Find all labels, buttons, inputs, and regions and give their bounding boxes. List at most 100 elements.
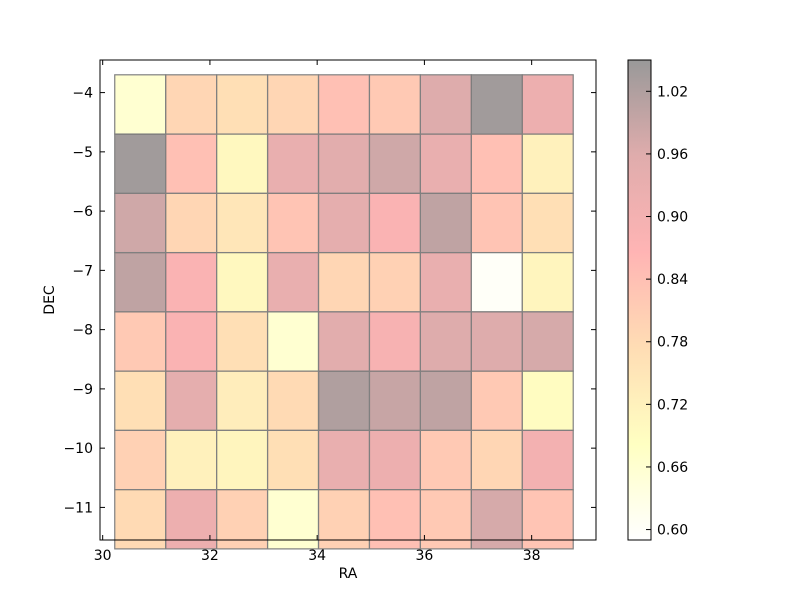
heatmap-cell bbox=[216, 251, 269, 313]
heatmap-cell bbox=[114, 311, 167, 372]
colorbar-frame bbox=[627, 59, 652, 541]
y-axis-ticks: −4 −5 −6 −7 −8 −9 −10 −11 bbox=[63, 86, 596, 516]
plot-background bbox=[100, 60, 596, 540]
heatmap-cell bbox=[266, 311, 320, 372]
x-tick-label: 30 bbox=[94, 548, 112, 564]
heatmap-cell bbox=[216, 133, 269, 194]
colorbar-ticks: 0.60 0.66 0.72 0.78 0.84 0.90 0.96 1.02 bbox=[646, 84, 688, 539]
heatmap-cell bbox=[165, 74, 218, 135]
x-tick-label: 34 bbox=[308, 548, 326, 564]
y-tick-label: −9 bbox=[72, 382, 93, 398]
y-tick-label: −5 bbox=[72, 145, 93, 161]
heatmap-cell bbox=[114, 429, 167, 491]
colorbar-tick-label: 0.60 bbox=[657, 523, 688, 539]
y-tick-label: −11 bbox=[63, 500, 93, 516]
colorbar-tick-label: 0.84 bbox=[657, 272, 688, 288]
heatmap-cell bbox=[521, 251, 574, 313]
heatmap-cell bbox=[470, 489, 523, 550]
heatmap-cell bbox=[266, 133, 320, 194]
heatmap-cell bbox=[368, 74, 421, 135]
x-axis-label: RA bbox=[339, 566, 358, 582]
y-tick-label: −4 bbox=[72, 86, 93, 102]
colorbar-tick-label: 1.02 bbox=[657, 84, 688, 100]
heatmap-cell bbox=[114, 192, 167, 254]
heatmap-cell bbox=[317, 74, 371, 135]
colorbar: 0.60 0.66 0.72 0.78 0.84 0.90 0.96 1.02 bbox=[627, 59, 688, 541]
heatmap-cell bbox=[266, 251, 320, 313]
heatmap-cell bbox=[216, 429, 269, 491]
y-axis-label: DEC bbox=[42, 285, 58, 315]
heatmap-cell bbox=[470, 251, 523, 313]
heatmap-cell bbox=[216, 311, 269, 372]
heatmap-cell bbox=[317, 489, 371, 550]
heatmap-cell bbox=[419, 74, 472, 135]
heatmap-cell bbox=[266, 192, 320, 254]
heatmap-cell bbox=[470, 192, 523, 254]
heatmap-cell bbox=[114, 489, 167, 550]
y-tick-label: −8 bbox=[72, 323, 93, 339]
heatmap-cell bbox=[165, 133, 218, 194]
heatmap-cell bbox=[419, 133, 472, 194]
heatmap-cell bbox=[266, 489, 320, 550]
heatmap-cell bbox=[521, 489, 574, 550]
heatmap-cell bbox=[521, 370, 574, 431]
heatmap-cell bbox=[368, 251, 421, 313]
x-tick-label: 38 bbox=[523, 548, 541, 564]
heatmap-cell bbox=[470, 429, 523, 491]
heatmap-cells bbox=[114, 74, 574, 550]
x-axis-ticks: 30 32 34 36 38 bbox=[94, 60, 541, 564]
heatmap-cell bbox=[419, 370, 472, 431]
heatmap-cell bbox=[368, 311, 421, 372]
heatmap-cell bbox=[165, 311, 218, 372]
heatmap-cell bbox=[317, 311, 371, 372]
heatmap-cell bbox=[165, 251, 218, 313]
heatmap-cell bbox=[317, 429, 371, 491]
heatmap-cell bbox=[317, 251, 371, 313]
heatmap-cell bbox=[216, 370, 269, 431]
y-tick-label: −7 bbox=[72, 263, 93, 279]
heatmap-cell bbox=[317, 370, 371, 431]
heatmap-cell bbox=[470, 370, 523, 431]
heatmap-cell bbox=[165, 370, 218, 431]
heatmap-cell bbox=[419, 192, 472, 254]
heatmap-cell bbox=[368, 370, 421, 431]
colorbar-tick-label: 0.72 bbox=[657, 397, 688, 413]
heatmap-cell bbox=[114, 370, 167, 431]
heatmap-cell bbox=[419, 251, 472, 313]
heatmap-cell bbox=[216, 192, 269, 254]
heatmap-cell bbox=[266, 370, 320, 431]
heatmap-cell bbox=[521, 133, 574, 194]
heatmap-cell bbox=[317, 133, 371, 194]
x-tick-label: 36 bbox=[415, 548, 433, 564]
heatmap-cell bbox=[165, 429, 218, 491]
colorbar-tick-label: 0.66 bbox=[657, 460, 688, 476]
heatmap-cell bbox=[368, 192, 421, 254]
colorbar-tick-label: 0.78 bbox=[657, 335, 688, 351]
x-tick-label: 32 bbox=[201, 548, 219, 564]
heatmap-cell bbox=[266, 429, 320, 491]
heatmap-cell bbox=[114, 74, 167, 135]
heatmap-cell bbox=[368, 489, 421, 550]
y-tick-label: −10 bbox=[63, 441, 93, 457]
heatmap-cell bbox=[470, 74, 523, 135]
heatmap-cell bbox=[368, 133, 421, 194]
heatmap-cell bbox=[165, 192, 218, 254]
heatmap-cell bbox=[521, 429, 574, 491]
heatmap-cell bbox=[521, 311, 574, 372]
heatmap-cell bbox=[216, 489, 269, 550]
heatmap-cell bbox=[521, 192, 574, 254]
plot-frame bbox=[99, 59, 597, 541]
colorbar-tick-label: 0.90 bbox=[657, 210, 688, 226]
heatmap-cell bbox=[114, 251, 167, 313]
heatmap-cell bbox=[317, 192, 371, 254]
heatmap-cell bbox=[165, 489, 218, 550]
colorbar-gradient bbox=[628, 60, 651, 540]
colorbar-tick-label: 0.96 bbox=[657, 147, 688, 163]
heatmap-cell bbox=[368, 429, 421, 491]
heatmap-cell bbox=[419, 429, 472, 491]
heatmap-cell bbox=[470, 133, 523, 194]
heatmap-cell bbox=[521, 74, 574, 135]
y-tick-label: −6 bbox=[72, 204, 93, 220]
heatmap-cell bbox=[419, 311, 472, 372]
